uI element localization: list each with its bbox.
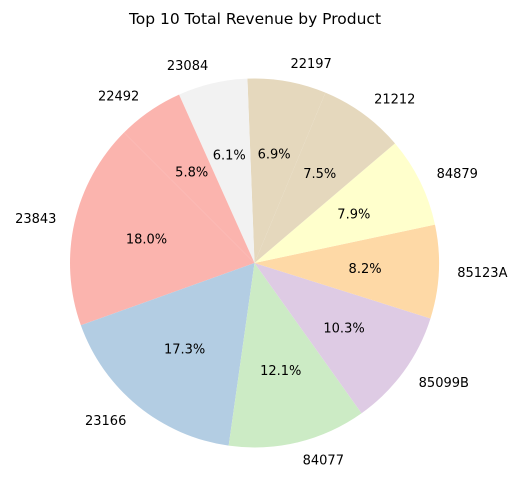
pie-slices	[70, 78, 440, 448]
pie-slice-23843	[70, 132, 255, 326]
pie-category-label: 23843	[15, 212, 56, 227]
pie-percent-label: 7.5%	[303, 167, 336, 182]
pie-slice-85099B	[254, 263, 431, 414]
pie-slice-84077	[228, 263, 362, 448]
pie-category-label: 85099B	[419, 376, 469, 391]
pie-category-label: 23084	[167, 59, 208, 74]
pie-percent-label: 18.0%	[126, 232, 167, 247]
pie-percent-label: 6.1%	[213, 149, 246, 164]
pie-category-label: 22197	[290, 57, 331, 72]
pie-percent-label: 10.3%	[323, 322, 364, 337]
pie-category-label: 22492	[98, 89, 139, 104]
pie-category-label: 84077	[303, 454, 344, 469]
chart-title: Top 10 Total Revenue by Product	[128, 10, 381, 28]
pie-percent-label: 8.2%	[349, 262, 382, 277]
pie-category-label: 84879	[437, 167, 478, 182]
pie-slice-23084	[179, 78, 255, 263]
pie-category-label: 21212	[374, 93, 415, 108]
pie-slice-23166	[80, 263, 255, 446]
pie-category-label: 85123A	[457, 266, 507, 281]
pie-slice-85123A	[254, 224, 440, 319]
pie-category-label: 23166	[85, 414, 126, 429]
pie-percent-label: 7.9%	[337, 208, 370, 223]
pie-percent-label: 12.1%	[260, 364, 301, 379]
pie-percent-label: 5.8%	[175, 165, 208, 180]
pie-slice-22197	[247, 78, 326, 263]
pie-percent-label: 6.9%	[258, 148, 291, 163]
pie-slice-84879	[254, 143, 435, 263]
pie-labels: 18.0% 23843 17.3% 23166 12.1% 84077 10.3% 85099…	[15, 57, 507, 469]
pie-percent-label: 17.3%	[164, 342, 205, 357]
pie-slice-22492	[124, 94, 255, 263]
pie-slice-21212	[254, 92, 395, 264]
